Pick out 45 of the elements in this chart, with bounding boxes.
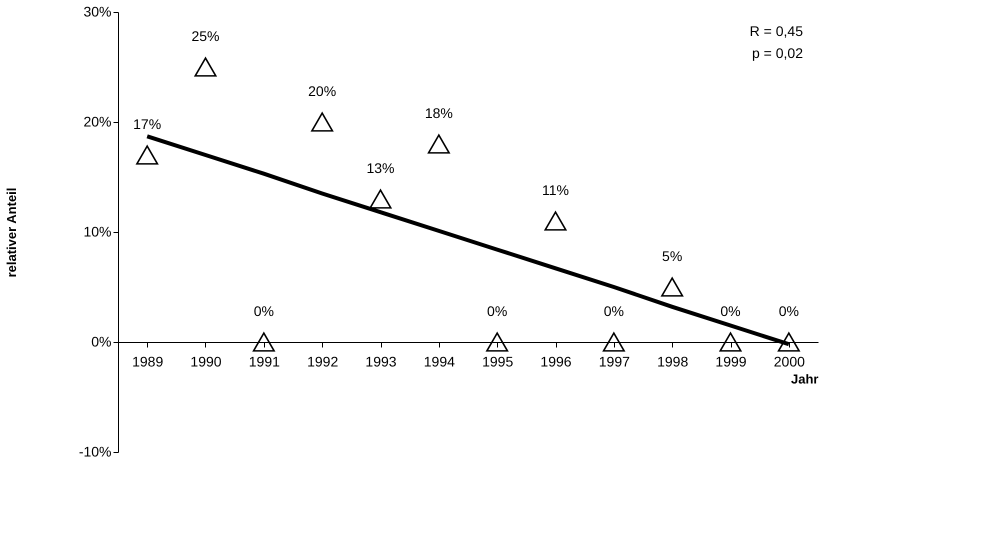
x-tick-label: 1998 <box>657 354 688 370</box>
x-tick-label: 1994 <box>424 354 456 370</box>
point <box>778 332 800 352</box>
x-tick-label: 1996 <box>540 354 572 370</box>
x-tick-label: 1992 <box>307 354 338 370</box>
annotation: R = 0,45 <box>750 23 804 39</box>
point <box>252 332 275 352</box>
y-tick-label: 0% <box>91 334 112 350</box>
x-tick-label: 1991 <box>248 354 280 370</box>
data-label: 0% <box>720 303 741 319</box>
point <box>136 145 158 165</box>
point <box>428 134 450 154</box>
y-tick-label: -10% <box>78 444 112 460</box>
data-label: 0% <box>254 303 274 319</box>
point <box>661 277 684 297</box>
data-label: 0% <box>487 303 508 319</box>
data-label: 11% <box>542 182 569 198</box>
y-tick-label: 30% <box>83 4 112 20</box>
x-tick-label: 1990 <box>190 354 222 370</box>
y-axis-title: relativer Anteil <box>4 188 19 278</box>
x-tick-label: 1997 <box>598 354 630 370</box>
x-tick-label: 1995 <box>482 354 514 370</box>
point <box>719 332 742 352</box>
annotation: p = 0,02 <box>752 45 804 61</box>
x-tick-label: 1989 <box>132 354 164 370</box>
data-label: 17% <box>133 116 162 132</box>
x-tick-label: 1993 <box>365 354 397 370</box>
point <box>311 112 334 132</box>
data-label: 20% <box>308 83 336 99</box>
data-label: 0% <box>778 303 799 319</box>
data-label: 5% <box>662 248 682 264</box>
point <box>602 332 625 352</box>
data-label: 25% <box>191 28 220 44</box>
point <box>486 332 508 352</box>
x-tick-label: 1999 <box>715 354 747 370</box>
point <box>544 211 567 231</box>
point <box>369 189 392 209</box>
data-label: 13% <box>366 160 395 176</box>
data-label: 18% <box>424 105 453 121</box>
point <box>194 57 217 77</box>
x-tick-label: 2000 <box>774 354 806 370</box>
x-axis-title: Jahr <box>791 372 818 386</box>
data-label: 0% <box>604 303 624 319</box>
y-tick-label: 20% <box>83 114 112 130</box>
y-tick-label: 10% <box>83 224 112 240</box>
